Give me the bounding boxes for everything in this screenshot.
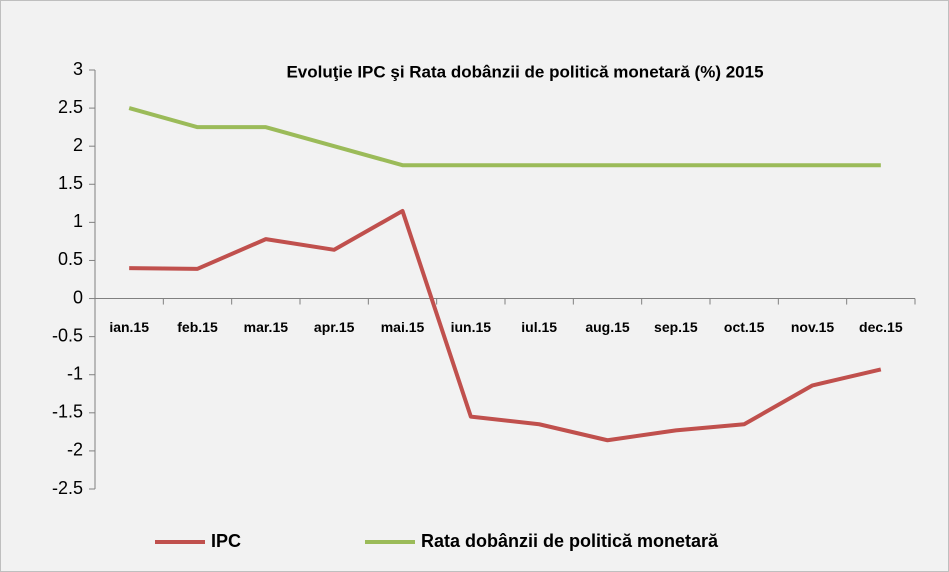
x-tick-label: apr.15 — [314, 319, 355, 335]
y-tick-label: 1.5 — [58, 173, 83, 193]
x-tick-label: feb.15 — [177, 319, 218, 335]
y-tick-label: -1.5 — [52, 402, 83, 422]
series-line — [129, 208, 882, 443]
x-tick-label: ian.15 — [109, 319, 149, 335]
y-tick-label: 2.5 — [58, 97, 83, 117]
x-tick-label: dec.15 — [859, 319, 903, 335]
y-tick-label: -2.5 — [52, 478, 83, 498]
y-tick-label: 2 — [73, 135, 83, 155]
x-tick-label: mar.15 — [244, 319, 289, 335]
x-tick-label: sep.15 — [654, 319, 698, 335]
x-tick-label: oct.15 — [724, 319, 765, 335]
x-tick-label: iun.15 — [451, 319, 492, 335]
x-tick-label: nov.15 — [791, 319, 835, 335]
y-tick-label: 1 — [73, 211, 83, 231]
y-tick-label: 3 — [73, 59, 83, 79]
y-tick-label: -1 — [67, 363, 83, 383]
y-tick-label: -2 — [67, 440, 83, 460]
y-tick-label: -0.5 — [52, 325, 83, 345]
legend-label: IPC — [211, 531, 241, 551]
x-tick-label: mai.15 — [381, 319, 425, 335]
x-tick-label: aug.15 — [585, 319, 630, 335]
chart-title: Evoluţie IPC şi Rata dobânzii de politic… — [286, 62, 763, 81]
y-tick-label: 0.5 — [58, 249, 83, 269]
legend-label: Rata dobânzii de politică monetară — [421, 531, 719, 551]
x-tick-label: iul.15 — [521, 319, 557, 335]
series-line — [128, 106, 881, 168]
y-tick-label: 0 — [73, 287, 83, 307]
